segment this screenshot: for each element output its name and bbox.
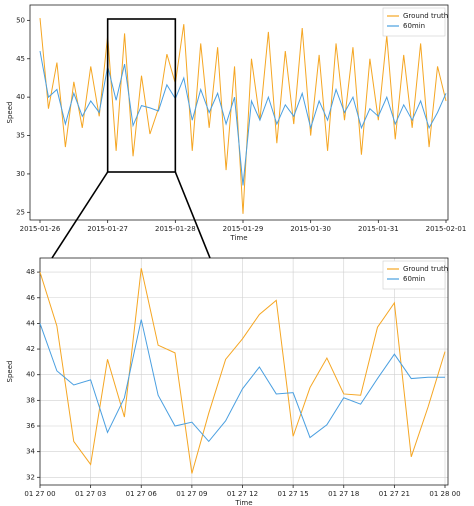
- x-tick-label: 2015-01-27: [87, 225, 128, 233]
- y-tick-label: 46: [26, 294, 35, 302]
- y-axis-label: Speed: [6, 102, 14, 124]
- y-tick-label: 34: [26, 448, 35, 456]
- y-tick-label: 36: [26, 422, 35, 430]
- x-axis-label: Time: [229, 234, 247, 242]
- x-tick-label: 01 27 09: [176, 490, 207, 498]
- x-tick-label: 2015-01-28: [155, 225, 196, 233]
- x-tick-label: 2015-01-30: [290, 225, 331, 233]
- x-tick-label: 01 27 00: [24, 490, 55, 498]
- y-tick-label: 30: [16, 170, 25, 178]
- y-tick-label: 32: [26, 473, 35, 481]
- legend-label: Ground truth: [403, 12, 448, 20]
- x-tick-label: 01 27 06: [126, 490, 158, 498]
- y-axis-label: Speed: [6, 361, 14, 383]
- x-tick-label: 2015-01-31: [358, 225, 399, 233]
- zoom-connector: [51, 171, 109, 259]
- x-tick-label: 01 27 18: [328, 490, 359, 498]
- y-tick-label: 50: [16, 16, 25, 24]
- x-axis-label: Time: [234, 499, 252, 506]
- y-tick-label: 44: [26, 319, 35, 327]
- data-line: [39, 268, 446, 474]
- x-tick-label: 2015-01-29: [223, 225, 264, 233]
- legend: Ground truth 60min: [382, 7, 448, 37]
- x-tick-label: 2015-02-01: [426, 225, 467, 233]
- y-tick-label: 35: [16, 132, 25, 140]
- x-tick-label: 01 27 15: [278, 490, 309, 498]
- zoom-connector: [174, 171, 211, 259]
- x-tick-label: 01 28 00: [429, 490, 460, 498]
- legend: Ground truth 60min: [382, 260, 448, 290]
- plot-frame: [29, 4, 449, 221]
- y-tick-label: 38: [26, 396, 35, 404]
- x-tick-label: 01 27 21: [379, 490, 410, 498]
- data-line: [39, 50, 447, 186]
- x-tick-label: 01 27 12: [227, 490, 258, 498]
- x-tick-label: 01 27 03: [75, 490, 106, 498]
- legend-box: [382, 260, 446, 290]
- y-tick-label: 45: [16, 55, 25, 63]
- y-tick-label: 40: [26, 371, 35, 379]
- legend-box: [382, 7, 446, 37]
- y-tick-label: 42: [26, 345, 35, 353]
- y-tick-label: 25: [16, 208, 25, 216]
- zoom-box: [106, 18, 177, 173]
- x-tick-label: 2015-01-26: [20, 225, 61, 233]
- y-tick-label: 40: [16, 93, 25, 101]
- data-line: [39, 319, 445, 443]
- legend-label: 60min: [403, 22, 425, 30]
- plot-frame: [39, 257, 449, 486]
- legend-label: Ground truth: [403, 265, 448, 273]
- y-tick-label: 48: [26, 268, 35, 276]
- legend-label: 60min: [403, 275, 425, 283]
